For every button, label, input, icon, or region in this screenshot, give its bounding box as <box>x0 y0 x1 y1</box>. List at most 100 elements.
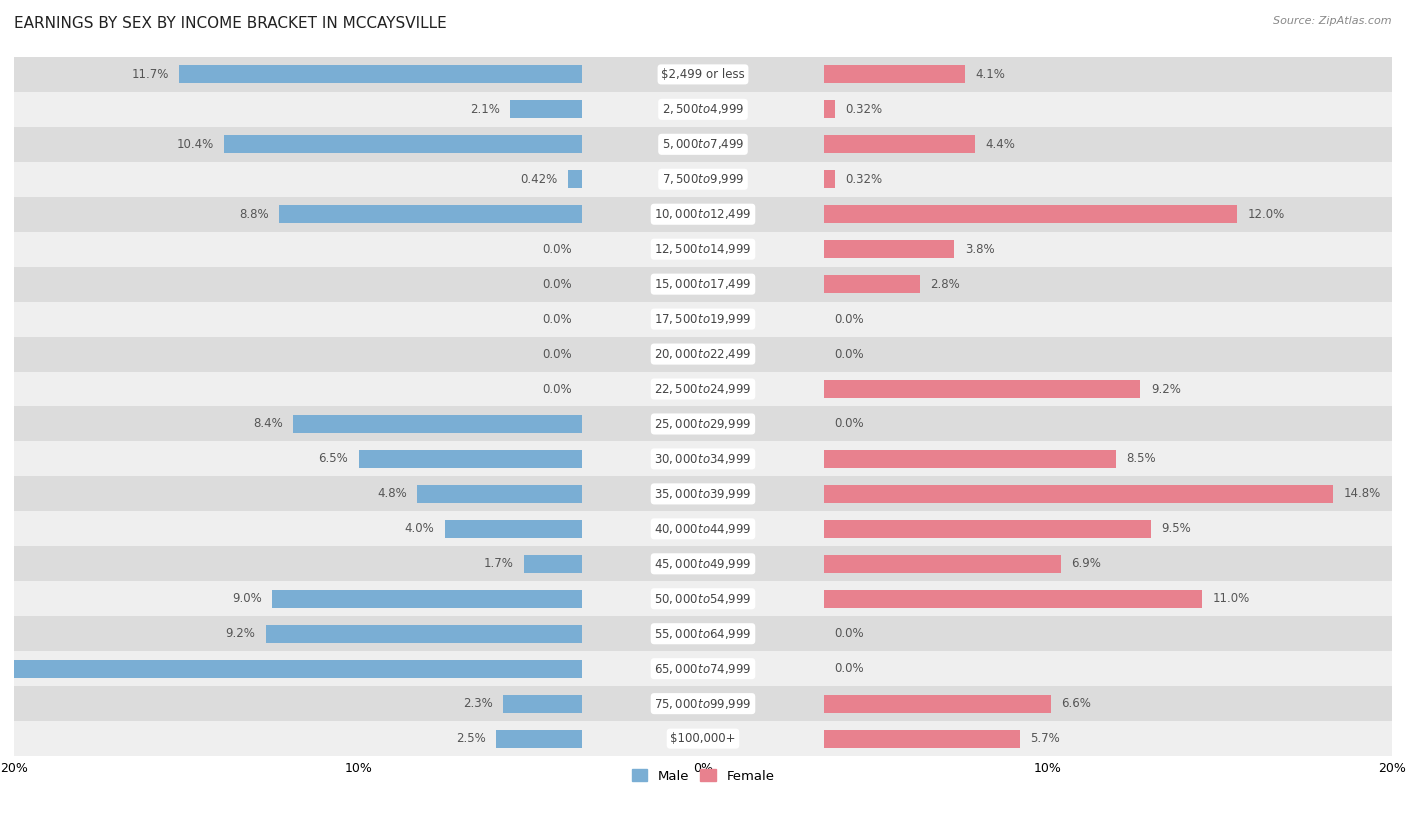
Bar <box>14 127 1392 162</box>
Bar <box>824 520 1150 538</box>
Text: 8.5%: 8.5% <box>1126 453 1156 465</box>
Bar <box>14 57 1392 92</box>
Bar <box>14 546 1392 581</box>
Text: 9.0%: 9.0% <box>232 593 262 605</box>
Text: 0.0%: 0.0% <box>543 243 572 255</box>
Text: 14.8%: 14.8% <box>1344 488 1381 500</box>
Bar <box>568 170 582 189</box>
Bar <box>496 729 582 748</box>
Bar <box>418 485 582 503</box>
Text: $75,000 to $99,999: $75,000 to $99,999 <box>654 697 752 711</box>
Text: 11.0%: 11.0% <box>1213 593 1250 605</box>
Text: $15,000 to $17,499: $15,000 to $17,499 <box>654 277 752 291</box>
Bar <box>14 267 1392 302</box>
Text: 0.0%: 0.0% <box>834 313 863 325</box>
Text: 8.4%: 8.4% <box>253 418 283 430</box>
Bar <box>266 624 582 643</box>
Text: $22,500 to $24,999: $22,500 to $24,999 <box>654 382 752 396</box>
Bar <box>0 659 582 678</box>
Text: $17,500 to $19,999: $17,500 to $19,999 <box>654 312 752 326</box>
Text: 0.32%: 0.32% <box>845 103 882 115</box>
Text: $100,000+: $100,000+ <box>671 733 735 745</box>
Text: 8.8%: 8.8% <box>239 208 269 220</box>
Bar <box>292 415 582 433</box>
Text: 0.42%: 0.42% <box>520 173 558 185</box>
Bar <box>14 302 1392 337</box>
Bar <box>824 450 1116 468</box>
Text: 3.8%: 3.8% <box>965 243 994 255</box>
Bar <box>14 162 1392 197</box>
Bar <box>14 92 1392 127</box>
Bar <box>14 337 1392 372</box>
Text: 10.4%: 10.4% <box>177 138 214 150</box>
Text: 6.5%: 6.5% <box>318 453 349 465</box>
Text: 0.0%: 0.0% <box>834 348 863 360</box>
Bar <box>510 100 582 119</box>
Text: 5.7%: 5.7% <box>1031 733 1060 745</box>
Bar <box>14 197 1392 232</box>
Text: 11.7%: 11.7% <box>132 68 169 80</box>
Text: 0.0%: 0.0% <box>543 313 572 325</box>
Text: 9.2%: 9.2% <box>225 628 256 640</box>
Bar <box>14 686 1392 721</box>
Bar <box>359 450 582 468</box>
Text: 1.7%: 1.7% <box>484 558 513 570</box>
Bar <box>14 721 1392 756</box>
Text: 2.3%: 2.3% <box>463 698 494 710</box>
Text: $50,000 to $54,999: $50,000 to $54,999 <box>654 592 752 606</box>
Bar <box>524 554 582 573</box>
Bar <box>14 232 1392 267</box>
Text: 0.0%: 0.0% <box>543 278 572 290</box>
Text: $25,000 to $29,999: $25,000 to $29,999 <box>654 417 752 431</box>
Bar <box>280 205 582 224</box>
Bar <box>824 380 1140 398</box>
Text: $20,000 to $22,499: $20,000 to $22,499 <box>654 347 752 361</box>
Text: 0.0%: 0.0% <box>543 348 572 360</box>
Text: 12.0%: 12.0% <box>1247 208 1285 220</box>
Bar <box>824 554 1062 573</box>
Bar <box>824 240 955 259</box>
Bar <box>14 616 1392 651</box>
Bar <box>824 100 835 119</box>
Text: 4.4%: 4.4% <box>986 138 1015 150</box>
Text: $7,500 to $9,999: $7,500 to $9,999 <box>662 172 744 186</box>
Bar <box>824 694 1050 713</box>
Text: $2,500 to $4,999: $2,500 to $4,999 <box>662 102 744 116</box>
Bar <box>14 476 1392 511</box>
Text: 6.6%: 6.6% <box>1062 698 1091 710</box>
Bar <box>14 511 1392 546</box>
Text: $10,000 to $12,499: $10,000 to $12,499 <box>654 207 752 221</box>
Bar <box>14 581 1392 616</box>
Text: 0.0%: 0.0% <box>834 418 863 430</box>
Text: 2.8%: 2.8% <box>931 278 960 290</box>
Text: 2.5%: 2.5% <box>456 733 486 745</box>
Text: $35,000 to $39,999: $35,000 to $39,999 <box>654 487 752 501</box>
Bar <box>14 651 1392 686</box>
Text: $45,000 to $49,999: $45,000 to $49,999 <box>654 557 752 571</box>
Bar <box>824 729 1019 748</box>
Bar <box>224 135 582 154</box>
Text: 0.0%: 0.0% <box>543 383 572 395</box>
Text: 4.0%: 4.0% <box>405 523 434 535</box>
Text: $2,499 or less: $2,499 or less <box>661 68 745 80</box>
Text: 0.0%: 0.0% <box>834 628 863 640</box>
Bar <box>14 372 1392 406</box>
Text: 4.8%: 4.8% <box>377 488 406 500</box>
Bar <box>444 520 582 538</box>
Text: 9.2%: 9.2% <box>1152 383 1181 395</box>
Bar <box>824 135 976 154</box>
Text: 4.1%: 4.1% <box>976 68 1005 80</box>
Text: $40,000 to $44,999: $40,000 to $44,999 <box>654 522 752 536</box>
Bar <box>824 170 835 189</box>
Text: 0.0%: 0.0% <box>834 663 863 675</box>
Bar <box>824 485 1333 503</box>
Text: $30,000 to $34,999: $30,000 to $34,999 <box>654 452 752 466</box>
Bar <box>824 65 965 84</box>
Text: $55,000 to $64,999: $55,000 to $64,999 <box>654 627 752 641</box>
Bar <box>14 441 1392 476</box>
Text: 2.1%: 2.1% <box>470 103 499 115</box>
Text: $5,000 to $7,499: $5,000 to $7,499 <box>662 137 744 151</box>
Text: Source: ZipAtlas.com: Source: ZipAtlas.com <box>1274 16 1392 26</box>
Bar <box>824 275 920 293</box>
Text: 0.32%: 0.32% <box>845 173 882 185</box>
